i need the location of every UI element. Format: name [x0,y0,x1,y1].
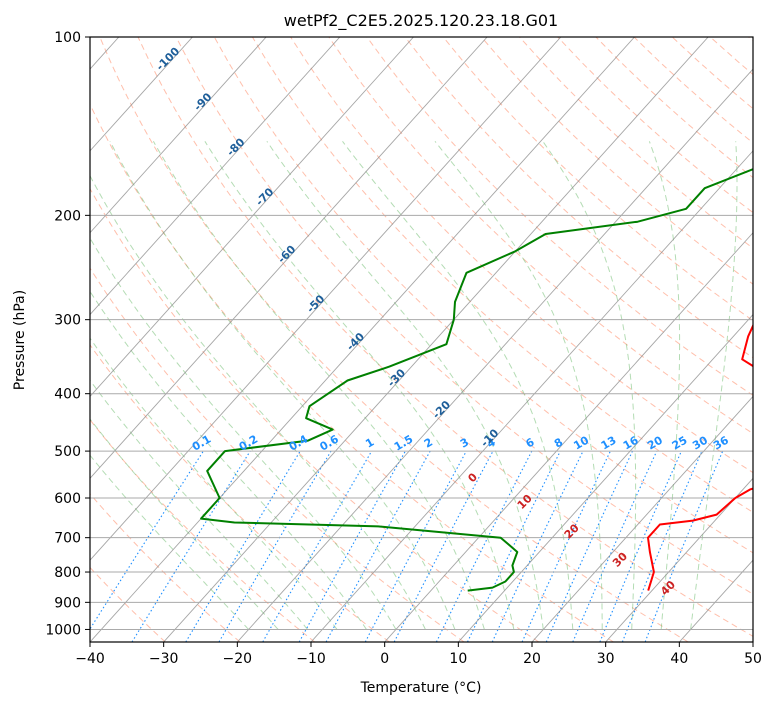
x-tick-label: 10 [449,651,467,667]
x-tick-label: 30 [597,651,615,667]
y-tick-label: 500 [54,444,81,460]
y-axis-label: Pressure (hPa) [12,290,28,390]
y-tick-label: 800 [54,565,81,581]
x-axis-label: Temperature (°C) [360,680,482,696]
y-tick-label: 300 [54,313,81,329]
y-tick-label: 600 [54,491,81,507]
y-tick-label: 400 [54,387,81,403]
x-tick-label: 40 [670,651,688,667]
y-tick-label: 700 [54,531,81,547]
y-tick-label: 900 [54,595,81,611]
y-tick-label: 100 [54,30,81,46]
x-tick-label: −40 [75,651,105,667]
x-tick-label: −10 [296,651,326,667]
x-tick-label: 0 [380,651,389,667]
y-tick-label: 1000 [45,622,81,638]
x-tick-label: 20 [523,651,541,667]
x-tick-label: 50 [744,651,762,667]
y-tick-label: 200 [54,208,81,224]
x-tick-label: −20 [223,651,253,667]
chart-title: wetPf2_C2E5.2025.120.23.18.G01 [284,11,558,31]
x-tick-label: −30 [149,651,179,667]
